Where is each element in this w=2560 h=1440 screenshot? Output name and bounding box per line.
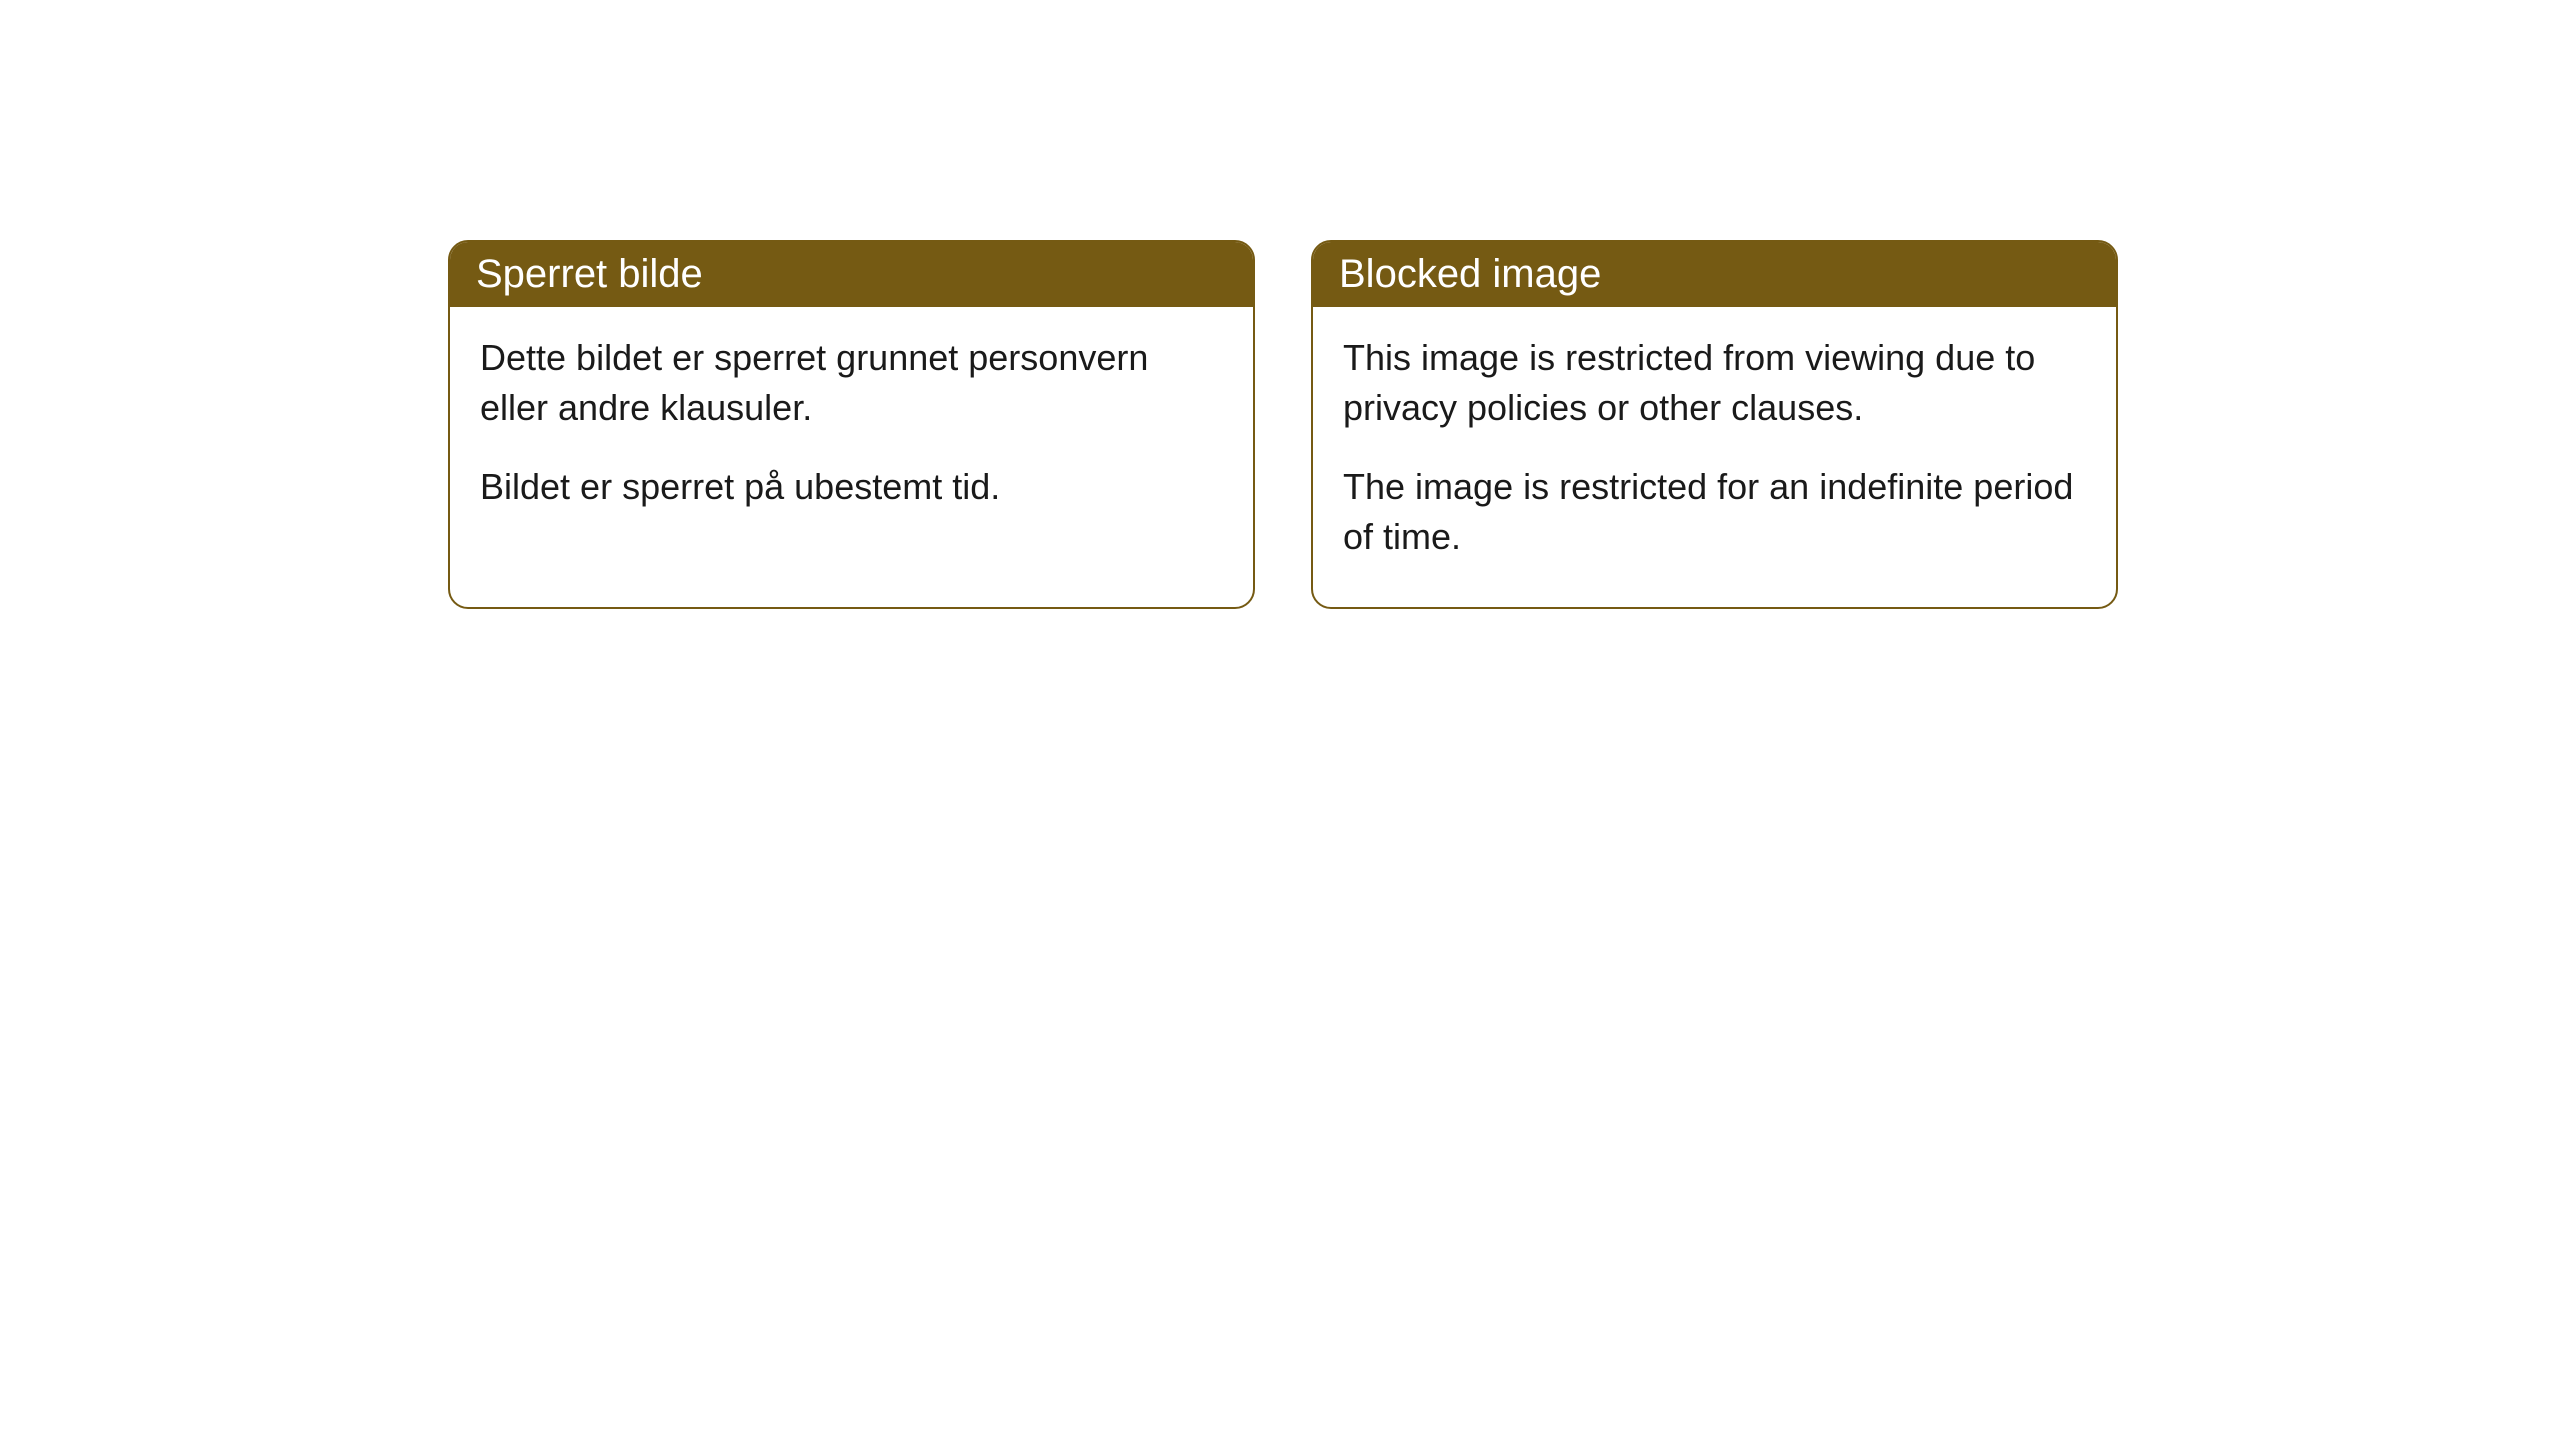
card-body: This image is restricted from viewing du…	[1313, 307, 2116, 607]
card-paragraph-2: Bildet er sperret på ubestemt tid.	[480, 462, 1223, 512]
card-header: Blocked image	[1313, 242, 2116, 307]
card-title: Sperret bilde	[476, 252, 703, 296]
notice-cards-container: Sperret bilde Dette bildet er sperret gr…	[0, 0, 2560, 609]
card-title: Blocked image	[1339, 252, 1601, 296]
blocked-image-card-english: Blocked image This image is restricted f…	[1311, 240, 2118, 609]
card-paragraph-1: Dette bildet er sperret grunnet personve…	[480, 333, 1223, 434]
blocked-image-card-norwegian: Sperret bilde Dette bildet er sperret gr…	[448, 240, 1255, 609]
card-header: Sperret bilde	[450, 242, 1253, 307]
card-paragraph-1: This image is restricted from viewing du…	[1343, 333, 2086, 434]
card-body: Dette bildet er sperret grunnet personve…	[450, 307, 1253, 556]
card-paragraph-2: The image is restricted for an indefinit…	[1343, 462, 2086, 563]
